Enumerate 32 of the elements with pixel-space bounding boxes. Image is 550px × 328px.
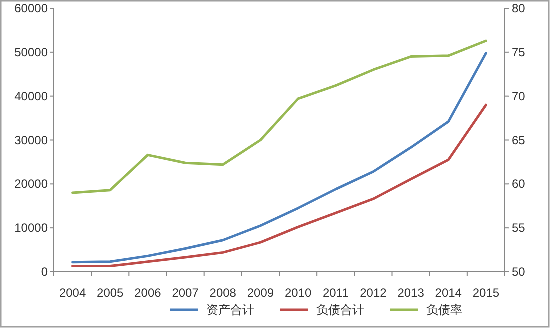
y-tick-label: 60000 <box>14 2 48 16</box>
y2-tick-label: 80 <box>512 2 526 16</box>
x-tick-label: 2011 <box>322 286 350 300</box>
y-tick-label: 40000 <box>14 89 48 104</box>
y-tick-label: 20000 <box>14 177 48 192</box>
y2-tick-label: 65 <box>512 133 526 148</box>
line-series <box>72 104 488 268</box>
y2-tick-label: 75 <box>512 45 526 60</box>
x-tick-label: 2007 <box>172 286 200 300</box>
x-tick-label: 2014 <box>435 286 462 300</box>
line-series <box>72 40 488 194</box>
x-tick-label: 2006 <box>134 286 162 300</box>
y2-tick-label: 55 <box>512 221 526 236</box>
legend-label: 负债合计 <box>316 303 364 317</box>
x-tick-label: 2010 <box>284 286 312 300</box>
x-tick-label: 2005 <box>97 286 124 300</box>
y-tick-label: 10000 <box>14 221 48 236</box>
y2-tick-label: 70 <box>512 89 526 104</box>
y2-tick-label: 60 <box>512 177 526 192</box>
y-tick-label: 50000 <box>14 45 48 60</box>
y2-tick-label: 50 <box>512 265 526 279</box>
x-tick-label: 2012 <box>360 286 388 300</box>
legend-label: 资产合计 <box>206 303 254 317</box>
x-tick-label: 2009 <box>247 286 274 300</box>
legend-label: 负债率 <box>426 303 462 317</box>
y-tick-label: 0 <box>41 265 48 279</box>
x-tick-label: 2015 <box>472 286 500 300</box>
line-series <box>72 52 488 264</box>
x-tick-label: 2013 <box>398 286 425 300</box>
x-tick-label: 2008 <box>210 286 237 300</box>
x-tick-label: 2004 <box>59 286 86 300</box>
y-tick-label: 30000 <box>14 133 48 148</box>
